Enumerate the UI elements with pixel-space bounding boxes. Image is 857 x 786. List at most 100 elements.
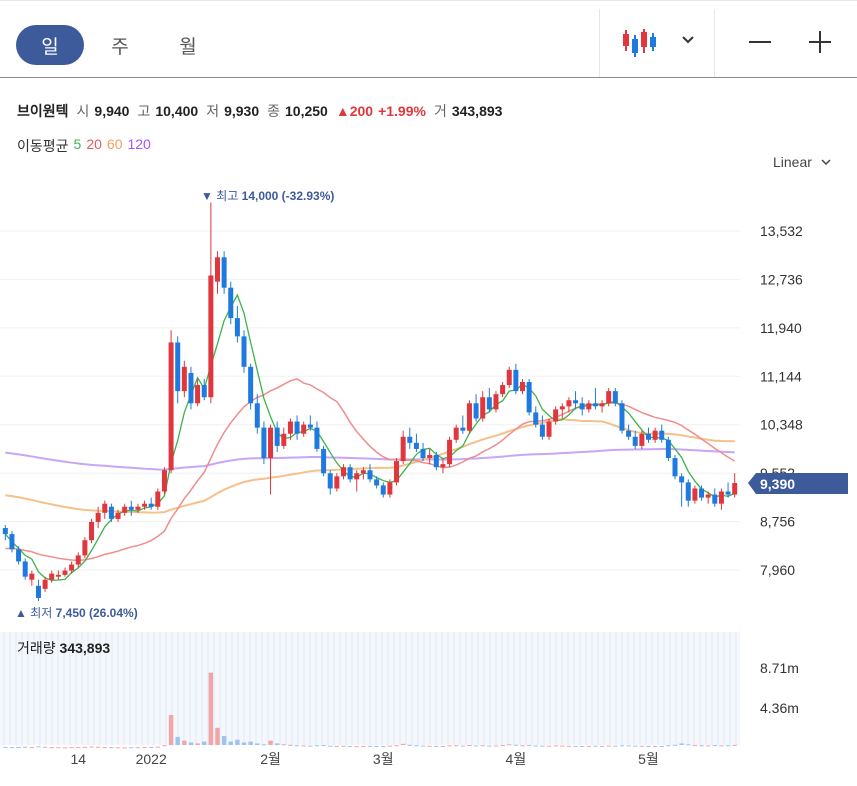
volume-bar — [122, 747, 127, 749]
close-value: 10,250 — [285, 103, 328, 119]
candle-body — [321, 448, 327, 474]
volume-bar — [652, 745, 658, 747]
volume-bar — [613, 745, 618, 747]
candle-body — [612, 391, 618, 404]
volume-bar — [268, 740, 273, 745]
period-week-tab[interactable]: 주 — [111, 36, 129, 58]
candle-body — [506, 369, 512, 386]
candle-body — [374, 479, 380, 486]
candle-body — [466, 403, 472, 431]
volume-bar — [725, 745, 731, 747]
candle-body — [135, 506, 141, 510]
candle-body — [254, 403, 260, 428]
candle-body — [493, 394, 499, 410]
price-tick-label: 13,532 — [760, 223, 803, 239]
volume-bar — [619, 745, 625, 747]
volume-bar — [235, 739, 240, 745]
volume-bar — [49, 747, 54, 749]
candle-body — [626, 430, 632, 437]
high-value: 10,400 — [155, 103, 199, 119]
x-axis-label: 5월 — [638, 751, 659, 767]
candle-body — [89, 521, 95, 541]
candle-body — [420, 448, 426, 459]
volume-bar — [23, 746, 28, 748]
candle-body — [228, 287, 234, 319]
volume-bar — [487, 745, 492, 747]
volume-bar — [215, 727, 220, 745]
volume-bar — [82, 746, 88, 748]
candle-body — [387, 482, 393, 495]
candle-body — [447, 439, 453, 465]
x-axis-label: 2022 — [136, 751, 167, 767]
minus-icon[interactable] — [747, 29, 773, 55]
volume-bar — [155, 746, 161, 748]
candle-body — [592, 403, 598, 407]
volume-bar — [513, 744, 519, 746]
plus-icon[interactable] — [807, 29, 833, 55]
current-price-tag — [748, 473, 848, 494]
volume-bar — [168, 714, 174, 745]
volume-bar — [692, 744, 698, 746]
candle-body — [102, 503, 108, 513]
candle-body — [221, 257, 227, 288]
volume-bar — [633, 745, 638, 747]
volume-tick-label: 8.71m — [760, 660, 799, 676]
price-tick-label: 12,736 — [760, 271, 803, 287]
candle-body — [413, 442, 419, 449]
volume-bar — [195, 743, 200, 745]
candle-body — [128, 506, 134, 510]
candle-body — [16, 549, 22, 562]
volume-bar — [394, 745, 399, 747]
volume-bar — [334, 745, 340, 747]
chart-toolbar: 일 주 월 — [0, 0, 857, 78]
period-day-tab[interactable]: 일 — [16, 25, 84, 65]
candle-body — [175, 342, 181, 392]
candle-body — [2, 528, 8, 535]
x-axis-label: 4월 — [506, 751, 527, 767]
volume-bar — [533, 745, 538, 747]
volume-bar — [374, 745, 379, 747]
chevron-down-icon[interactable] — [679, 31, 697, 49]
candle-body — [95, 512, 101, 522]
volume-bar — [507, 744, 512, 746]
candle-body — [520, 382, 526, 392]
candle-body — [606, 391, 612, 404]
candle-body — [268, 427, 274, 459]
candle-body — [632, 436, 638, 446]
volume-bar — [221, 736, 227, 745]
current-price-label: 9,390 — [760, 476, 795, 492]
candle-body — [526, 382, 532, 413]
candle-body — [29, 573, 35, 580]
candle-body — [433, 455, 439, 468]
candle-body — [261, 427, 267, 459]
volume-bar — [447, 745, 452, 747]
volume-bar — [135, 747, 141, 749]
volume-bar — [407, 744, 412, 746]
price-tick-label: 10,348 — [760, 417, 803, 433]
volume-bar — [686, 744, 691, 746]
candle-body — [460, 427, 466, 431]
volume-bar — [314, 745, 320, 747]
volume-bar — [573, 745, 578, 747]
volume-bar — [719, 745, 724, 747]
candle-body — [586, 403, 592, 410]
volume-bar — [248, 741, 253, 745]
candle-body — [652, 430, 658, 440]
volume-label: 거 — [433, 103, 447, 119]
scale-select[interactable]: Linear — [773, 154, 832, 170]
volume-bar — [579, 745, 585, 747]
volume-bar — [36, 746, 41, 748]
volume-bar — [62, 747, 68, 749]
candle-body — [573, 400, 579, 404]
candlestick-icon[interactable] — [620, 27, 660, 61]
volume-bar — [473, 745, 479, 747]
volume-bar — [294, 745, 300, 747]
period-month-tab[interactable]: 월 — [179, 36, 197, 58]
candle-body — [360, 470, 366, 474]
candle-body — [367, 470, 373, 480]
volume-tick-label: 4.36m — [760, 700, 799, 716]
x-axis-label: 14 — [70, 751, 86, 767]
volume-bar — [712, 745, 717, 747]
stock-name: 브이원텍 — [17, 103, 69, 119]
